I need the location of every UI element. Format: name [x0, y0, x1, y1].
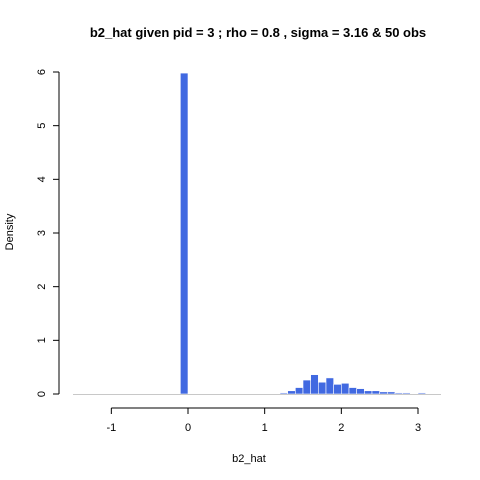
- x-tick-label: 3: [415, 422, 421, 434]
- histogram-bar: [280, 393, 288, 394]
- x-axis: -1 0 1 2 3: [106, 408, 421, 434]
- histogram-bar: [395, 393, 403, 394]
- y-axis-label: Density: [4, 213, 16, 250]
- x-tick-label: -1: [106, 422, 116, 434]
- histogram-bar: [364, 391, 372, 394]
- histogram-bar: [318, 382, 326, 394]
- histogram-bar: [372, 391, 380, 394]
- histogram-bar: [403, 393, 411, 394]
- bars-group: [180, 73, 425, 394]
- x-axis-label: b2_hat: [232, 453, 266, 465]
- histogram-bar: [341, 383, 349, 394]
- y-tick-label: 1: [36, 337, 48, 343]
- histogram-bar: [357, 389, 365, 394]
- y-tick-label: 6: [36, 69, 48, 75]
- histogram-bar: [303, 380, 311, 394]
- histogram-bar: [387, 392, 395, 394]
- histogram-bar: [334, 384, 342, 394]
- y-tick-label: 3: [36, 230, 48, 236]
- histogram-bar: [311, 375, 319, 394]
- histogram-bar: [295, 388, 303, 394]
- y-tick-label: 0: [36, 391, 48, 397]
- histogram-bar: [349, 388, 357, 394]
- chart-title: b2_hat given pid = 3 ; rho = 0.8 , sigma…: [90, 25, 426, 40]
- x-tick-label: 2: [338, 422, 344, 434]
- x-tick-label: 0: [185, 422, 191, 434]
- histogram-bar: [418, 393, 426, 394]
- histogram-bar: [380, 392, 388, 394]
- histogram-bar: [326, 378, 334, 394]
- y-tick-label: 2: [36, 284, 48, 290]
- y-axis: 0 1 2 3 4 5 6: [36, 69, 59, 397]
- histogram-bar: [288, 391, 296, 394]
- y-tick-label: 5: [36, 123, 48, 129]
- histogram-bar: [180, 73, 188, 394]
- y-tick-label: 4: [36, 176, 48, 182]
- x-tick-label: 1: [262, 422, 268, 434]
